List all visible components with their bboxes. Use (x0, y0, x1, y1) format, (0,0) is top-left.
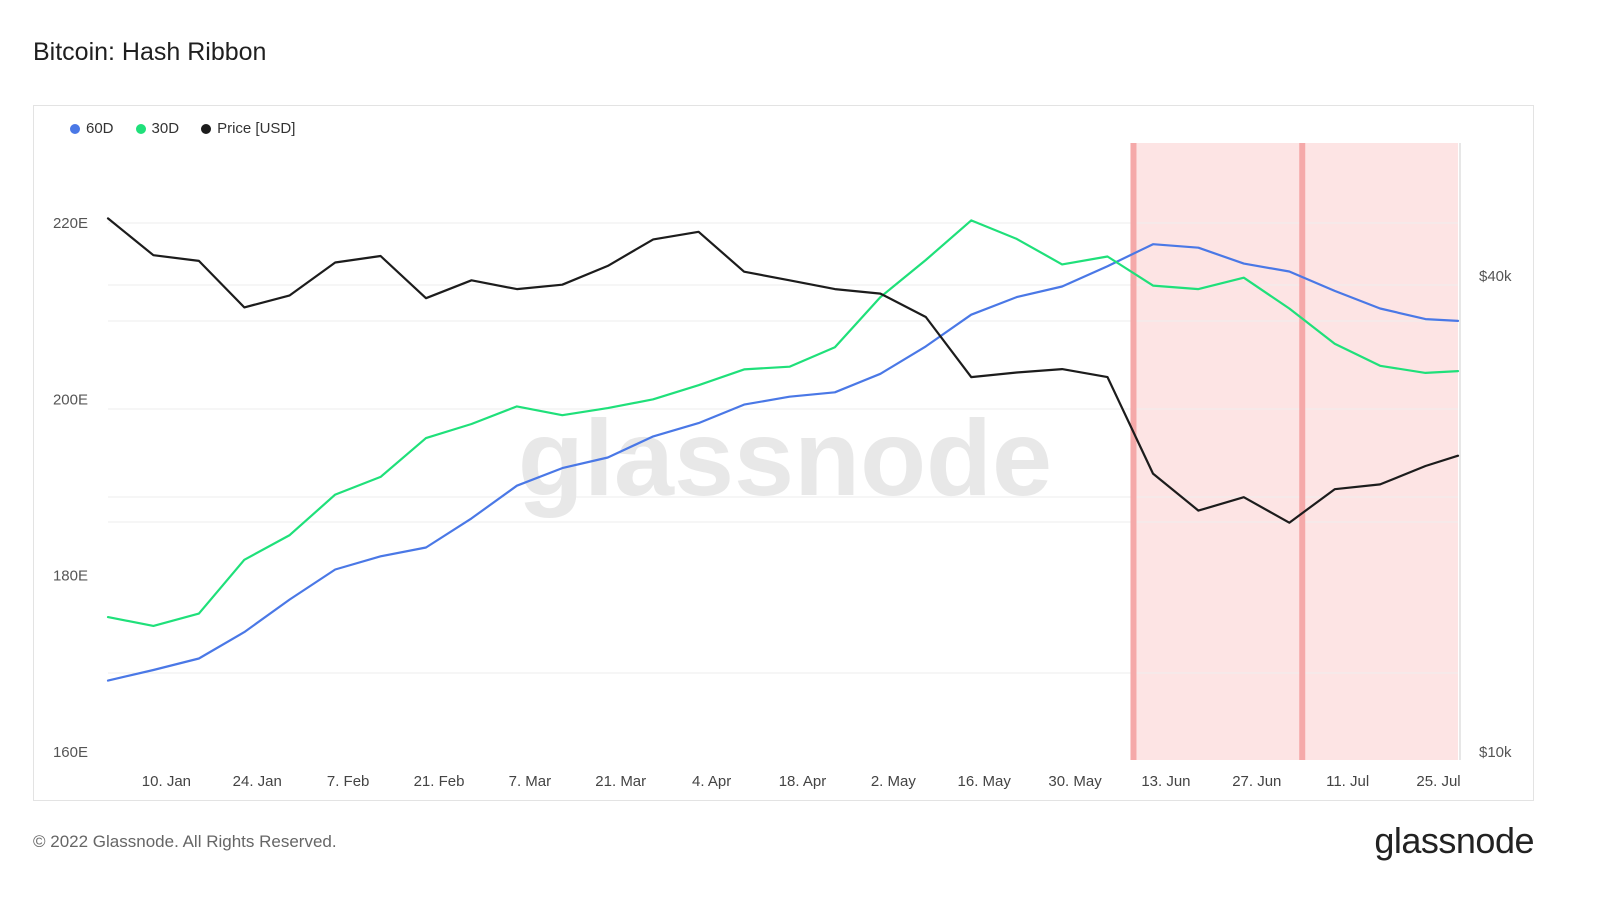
line-price (106, 217, 1460, 524)
line-60d (106, 243, 1460, 682)
legend-label-30d: 30D (151, 120, 180, 137)
x-tick-1: 24. Jan (233, 773, 282, 790)
x-tick-2: 7. Feb (327, 773, 370, 790)
x-tick-10: 30. May (1048, 773, 1102, 790)
x-tick-3: 21. Feb (414, 773, 465, 790)
highlight-line-0 (1130, 143, 1137, 760)
glassnode-logo: glassnode (1374, 820, 1534, 861)
x-tick-11: 13. Jun (1141, 773, 1190, 790)
y-left-tick-3: 220E (53, 215, 88, 232)
legend-dot-30d (135, 123, 146, 134)
legend-label-price: Price [USD] (217, 120, 296, 137)
x-tick-12: 27. Jun (1232, 773, 1281, 790)
legend-item-30d[interactable]: 30D (135, 120, 180, 137)
watermark: glassnode (518, 397, 1052, 518)
y-right-tick-1: $40k (1479, 268, 1512, 285)
legend-label-60d: 60D (86, 120, 114, 137)
capitulation-region (1133, 143, 1458, 760)
line-30d (106, 219, 1460, 628)
x-tick-14: 25. Jul (1416, 773, 1460, 790)
legend-dot-price (201, 123, 212, 134)
chart-panel (33, 105, 1534, 801)
y-left-tick-1: 180E (53, 568, 88, 585)
legend-dot-60d (70, 123, 80, 134)
y-right-tick-0: $10k (1479, 744, 1512, 761)
x-tick-6: 4. Apr (692, 773, 731, 790)
highlight-line-1 (1299, 143, 1306, 760)
x-tick-9: 16. May (958, 773, 1012, 790)
chart-title: Bitcoin: Hash Ribbon (33, 38, 267, 66)
x-tick-7: 18. Apr (779, 773, 827, 790)
legend-item-60d[interactable]: 60D (70, 120, 114, 137)
x-tick-8: 2. May (871, 773, 917, 790)
y-left-tick-2: 200E (53, 391, 88, 408)
legend: 60D 30D Price [USD] (70, 120, 295, 137)
copyright-text: © 2022 Glassnode. All Rights Reserved. (33, 832, 337, 851)
x-tick-4: 7. Mar (509, 773, 552, 790)
x-tick-5: 21. Mar (595, 773, 646, 790)
x-tick-0: 10. Jan (142, 773, 191, 790)
legend-item-price[interactable]: Price [USD] (201, 120, 295, 137)
x-tick-13: 11. Jul (1326, 773, 1369, 790)
y-left-tick-0: 160E (53, 744, 88, 761)
